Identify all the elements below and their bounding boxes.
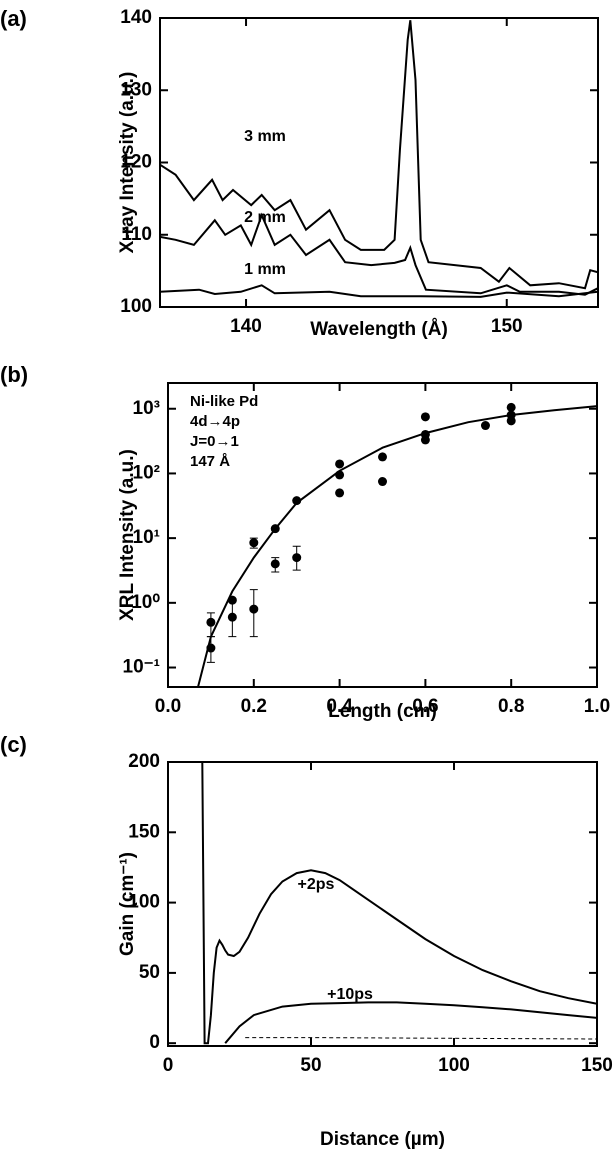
series-label: 1 mm (244, 261, 286, 278)
series-label: +2ps (298, 876, 335, 893)
data-point (249, 604, 259, 614)
panel: (b) 0.0 0.2 0.4 0.6 0.8 1.0 10⁻¹ 10⁰ 10¹ 10² 10³ Len… (0, 362, 610, 722)
x-tick-label: 0.2 (241, 696, 267, 717)
data-line (160, 212, 598, 296)
x-axis-label: Length (cm) (328, 701, 437, 722)
panel: (a) 140 150 100 110 120 130 140 Wavelength (Å) X-… (0, 6, 599, 340)
data-point (270, 559, 280, 569)
panel-label: (a) (0, 6, 27, 31)
data-point (335, 459, 345, 469)
y-tick-label: 200 (128, 751, 160, 772)
series-label: 3 mm (244, 128, 286, 145)
x-tick-label: 150 (491, 316, 523, 337)
x-axis-label: Wavelength (Å) (310, 319, 448, 340)
y-tick-label: 100 (120, 296, 152, 317)
y-axis-label: X-ray Intensity (a.u.) (117, 72, 138, 254)
data-line (224, 1001, 597, 1044)
x-tick-label: 1.0 (584, 696, 610, 717)
data-point (506, 402, 516, 412)
annotation: Ni-like Pd (190, 393, 258, 410)
x-tick-label: 50 (300, 1055, 321, 1076)
x-tick-label: 100 (438, 1055, 470, 1076)
y-tick-label: 10¹ (133, 527, 160, 548)
y-tick-label: 130 (120, 79, 152, 100)
data-point (335, 470, 345, 480)
data-point (506, 416, 516, 426)
panel: (c) 0 50 100 150 0 50 100 150 200 Distance (µm) Gai… (0, 732, 613, 1150)
data-point (206, 643, 216, 653)
x-tick-label: 0.6 (412, 696, 438, 717)
data-point (378, 477, 387, 487)
y-tick-label: 10² (133, 462, 160, 483)
data-point (270, 524, 280, 534)
y-tick-label: 0 (149, 1032, 160, 1053)
plot-frame (167, 382, 598, 688)
y-tick-label: 110 (121, 224, 152, 245)
y-axis-label: XRL Intensity (a.u.) (117, 449, 138, 621)
y-tick-label: 10³ (133, 398, 160, 419)
y-tick-label: 140 (120, 7, 152, 28)
data-point (420, 412, 430, 422)
y-tick-label: 120 (120, 152, 152, 173)
data-point (480, 421, 490, 431)
plot-frame (167, 761, 598, 1047)
x-tick-label: 140 (230, 316, 262, 337)
annotation: 4d→4p (190, 413, 240, 430)
x-tick-label: 0 (163, 1055, 174, 1076)
y-tick-label: 10⁰ (131, 592, 160, 613)
data-line (201, 762, 597, 1045)
data-point (227, 612, 237, 622)
panel-label: (b) (0, 362, 28, 387)
x-tick-label: 0.4 (326, 696, 353, 717)
x-axis-label: Distance (µm) (320, 1129, 445, 1150)
x-tick-label: 0.0 (155, 696, 181, 717)
x-tick-label: 150 (581, 1055, 613, 1076)
data-point (420, 435, 430, 445)
series-label: +10ps (327, 986, 373, 1003)
data-point (249, 538, 259, 548)
fit-line (197, 405, 597, 687)
y-tick-label: 100 (128, 892, 160, 913)
series-label: 2 mm (244, 209, 286, 226)
data-point (206, 617, 216, 627)
annotation: 147 Å (190, 453, 230, 470)
x-tick-label: 0.8 (498, 696, 524, 717)
y-tick-label: 10⁻¹ (123, 657, 161, 678)
data-line (245, 1037, 597, 1040)
data-point (335, 488, 345, 498)
data-point (378, 452, 387, 462)
y-axis-label: Gain (cm⁻¹) (117, 852, 138, 956)
panel-label: (c) (0, 732, 27, 757)
data-point (292, 553, 302, 563)
data-line (160, 284, 598, 298)
data-line (160, 20, 598, 290)
y-tick-label: 50 (139, 962, 160, 983)
data-point (292, 496, 302, 506)
y-tick-label: 150 (128, 821, 160, 842)
annotation: J=0→1 (190, 433, 239, 450)
